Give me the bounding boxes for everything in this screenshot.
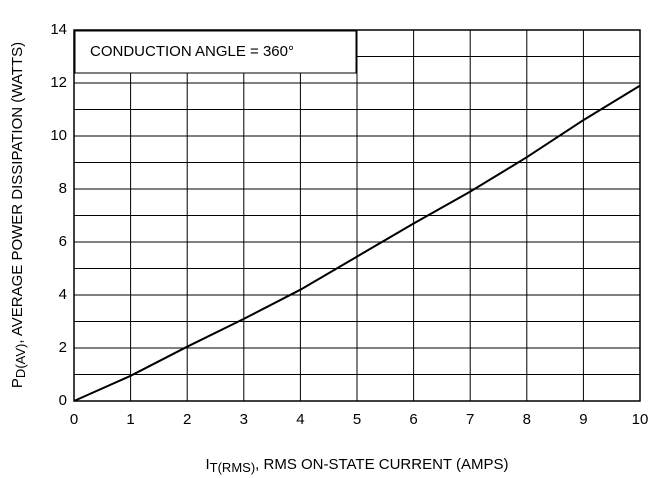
x-tick-label: 5 <box>353 411 361 428</box>
x-tick-label: 4 <box>296 411 304 428</box>
x-tick-label: 3 <box>240 411 248 428</box>
y-tick-label: 4 <box>59 286 67 303</box>
x-tick-label: 1 <box>126 411 134 428</box>
x-axis-label: IT(RMS), RMS ON-STATE CURRENT (AMPS) <box>205 456 508 475</box>
y-label-sub: D(AV) <box>13 344 28 378</box>
y-tick-label: 10 <box>50 127 67 144</box>
x-label-sub: T(RMS) <box>210 460 256 475</box>
x-tick-label: 6 <box>409 411 417 428</box>
y-tick-label: 6 <box>59 233 67 250</box>
y-label-rest: , AVERAGE POWER DISSIPATION (WATTS) <box>9 42 26 344</box>
x-tick-label: 7 <box>466 411 474 428</box>
x-tick-label: 10 <box>632 411 649 428</box>
x-label-main: I <box>205 456 209 473</box>
x-tick-label: 9 <box>579 411 587 428</box>
x-tick-label: 0 <box>70 411 78 428</box>
y-tick-label: 0 <box>59 392 67 409</box>
marks <box>73 84 641 402</box>
y-tick-label: 8 <box>59 180 67 197</box>
annotation-box <box>74 30 357 74</box>
y-tick-label: 14 <box>50 21 67 38</box>
annotation: CONDUCTION ANGLE = 360° <box>90 43 294 60</box>
x-tick-label: 8 <box>523 411 531 428</box>
series-line <box>73 84 641 402</box>
grid <box>73 29 641 402</box>
x-tick-label: 2 <box>183 411 191 428</box>
x-label-rest: , RMS ON-STATE CURRENT (AMPS) <box>255 456 508 473</box>
y-axis-label: PD(AV), AVERAGE POWER DISSIPATION (WATTS… <box>9 42 28 388</box>
y-tick-label: 12 <box>50 74 67 91</box>
y-label-main: P <box>9 378 26 388</box>
y-tick-label: 2 <box>59 339 67 356</box>
